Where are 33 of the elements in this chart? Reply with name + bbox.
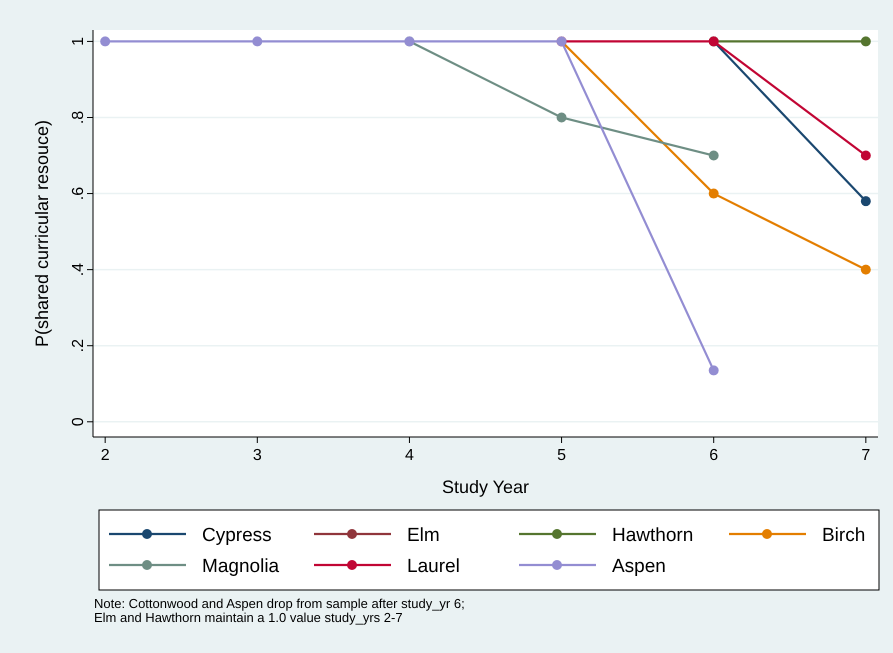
x-tick-label: 4 [404, 447, 414, 464]
point [860, 150, 871, 161]
y-axis-title: P(shared curricular resouce) [32, 120, 52, 348]
text: Note: Cottonwood and Aspen drop from sample after study_yr 6; [94, 596, 465, 611]
point [556, 112, 567, 122]
x-tick-label: 6 [709, 447, 718, 464]
x-tick-label: 7 [861, 447, 870, 464]
y-tick-label: .2 [70, 338, 87, 352]
point [708, 188, 719, 199]
legend-label: Magnolia [202, 556, 280, 577]
legend-label: Aspen [612, 556, 666, 577]
y-tick-label: 0 [70, 417, 87, 426]
x-tick-label: 5 [557, 447, 566, 464]
point [708, 365, 719, 376]
point [252, 36, 262, 46]
y-tick-label: .4 [70, 262, 87, 276]
legend-label: Elm [407, 525, 440, 546]
y-tick-label: 1 [70, 36, 87, 46]
x-axis-title: Study Year [442, 477, 530, 497]
point [860, 196, 871, 206]
text: Elm and Hawthorn maintain a 1.0 value study_yrs 2-7 [94, 610, 403, 625]
legend-label: Cypress [202, 525, 272, 546]
x-tick-label: 2 [100, 447, 110, 464]
point [708, 150, 719, 161]
legend-label: Laurel [407, 556, 460, 577]
point [100, 36, 110, 46]
point [860, 264, 871, 275]
y-tick-label: .6 [70, 186, 87, 200]
legend-label: Hawthorn [612, 525, 694, 546]
legend-label: Birch [822, 525, 866, 546]
x-tick-label: 3 [252, 447, 262, 464]
point [860, 36, 871, 46]
y-tick-label: .8 [70, 110, 87, 124]
